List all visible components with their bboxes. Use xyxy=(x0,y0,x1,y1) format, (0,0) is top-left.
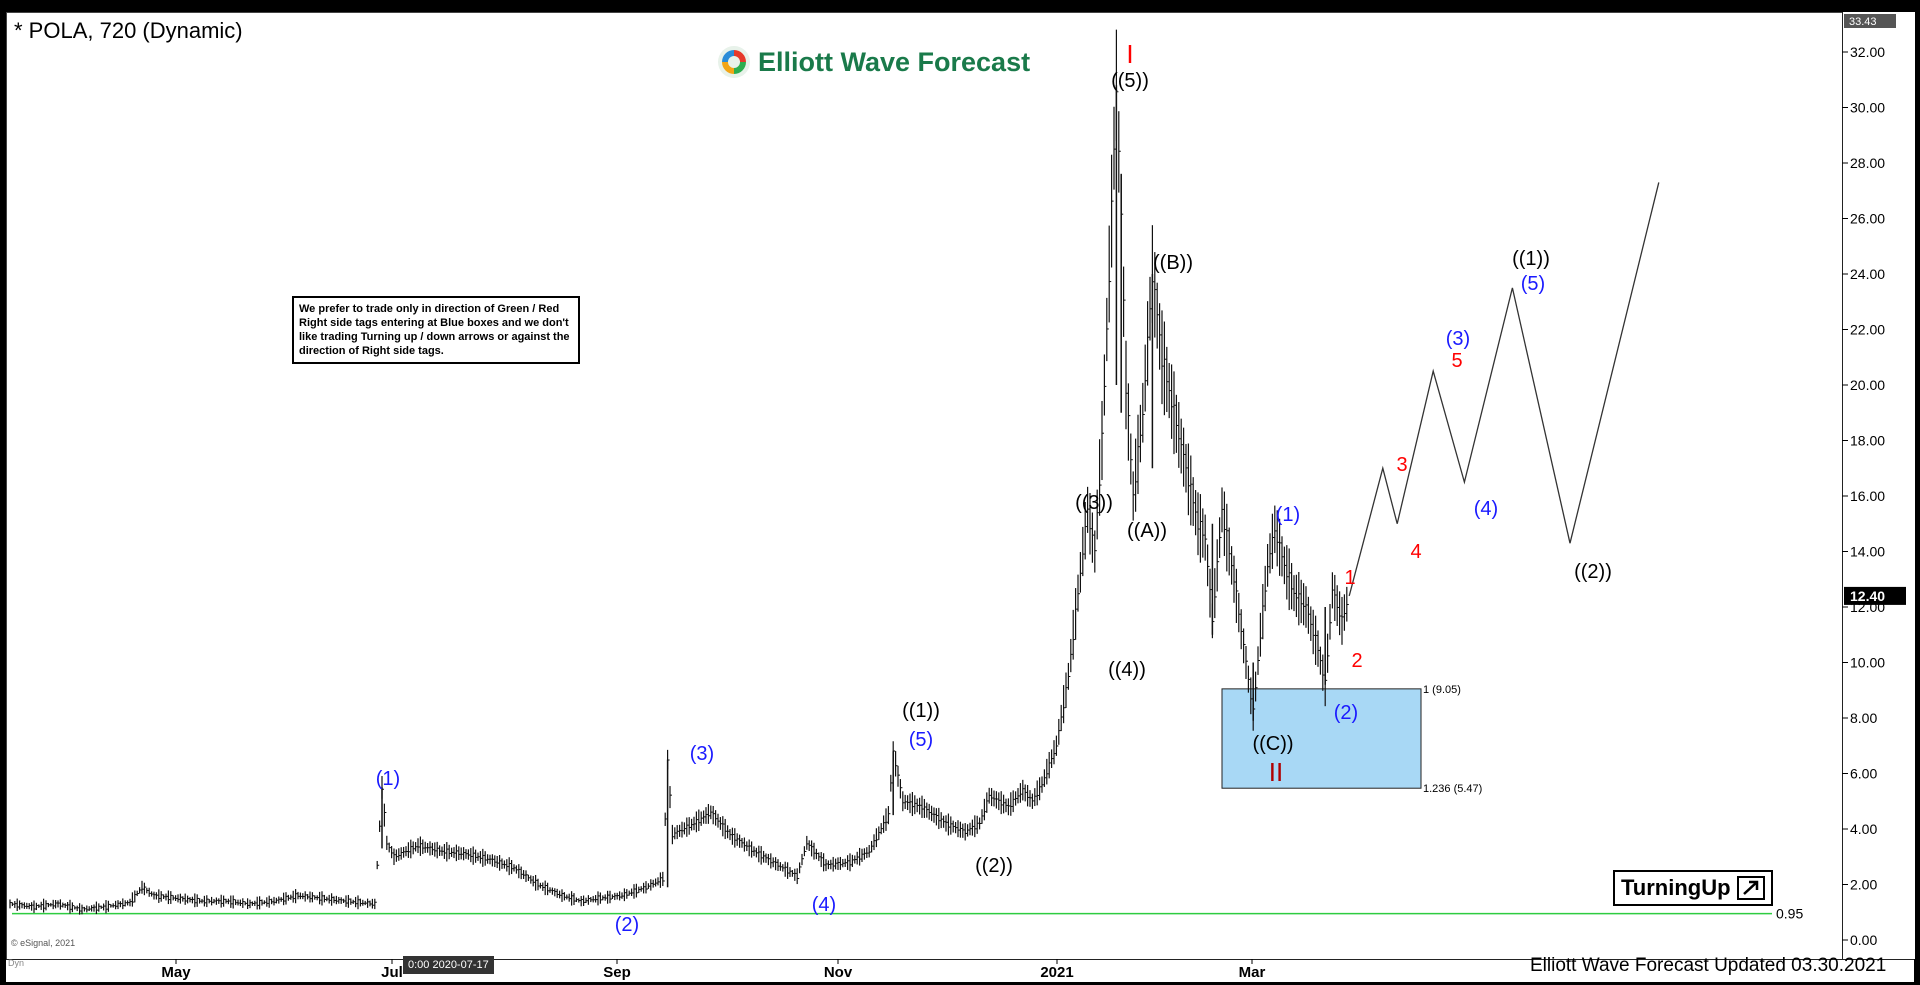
wave-label: ((A)) xyxy=(1127,520,1167,542)
wave-label: 4 xyxy=(1410,541,1421,563)
logo-icon xyxy=(718,46,750,78)
y-tick-label: 10.00 xyxy=(1850,655,1885,671)
wave-label: (2) xyxy=(1334,702,1358,724)
dyn-label[interactable]: Dyn xyxy=(8,958,25,968)
y-tick-label: 0.00 xyxy=(1850,932,1877,948)
last-price-tag: 12.40 xyxy=(1850,588,1885,604)
wave-label: (4) xyxy=(1474,498,1498,520)
wave-label: ((B)) xyxy=(1153,252,1193,274)
price-axis[interactable] xyxy=(1842,12,1915,959)
wave-label: II xyxy=(1269,757,1283,787)
wave-label: ((1)) xyxy=(902,700,940,722)
y-tick-label: 26.00 xyxy=(1850,211,1885,227)
x-tick-label: Sep xyxy=(603,964,631,981)
support-label: 0.95 xyxy=(1776,906,1803,922)
y-tick-label: 16.00 xyxy=(1850,488,1885,504)
blue-box-zone xyxy=(1221,688,1422,789)
arrow-up-right-icon xyxy=(1736,876,1765,900)
y-tick-label: 22.00 xyxy=(1850,322,1885,338)
y-tick-label: 8.00 xyxy=(1850,710,1877,726)
wave-label: (2) xyxy=(615,914,639,936)
x-tick-label: May xyxy=(161,964,191,981)
top-price-tag-bg xyxy=(1844,14,1896,28)
x-tick-label: Jul xyxy=(381,964,403,981)
wave-label: ((2)) xyxy=(1574,561,1612,583)
wave-label: ((3)) xyxy=(1075,492,1113,514)
y-tick-label: 30.00 xyxy=(1850,100,1885,116)
y-tick-label: 20.00 xyxy=(1850,377,1885,393)
wave-label: ((4)) xyxy=(1108,659,1146,681)
wave-label: (1) xyxy=(1276,504,1300,526)
wave-label: 2 xyxy=(1351,650,1362,672)
turning-up-label: TurningUp xyxy=(1621,875,1731,900)
wave-label: 3 xyxy=(1396,454,1407,476)
x-tick-label: Nov xyxy=(824,964,853,981)
y-tick-label: 4.00 xyxy=(1850,821,1877,837)
x-tick-label: Mar xyxy=(1239,964,1266,981)
wave-label: (5) xyxy=(909,729,933,751)
blue-box-upper-label: 1 (9.05) xyxy=(1423,684,1461,696)
y-tick-label: 32.00 xyxy=(1850,44,1885,60)
wave-label: ((5)) xyxy=(1111,70,1149,92)
brand-name: Elliott Wave Forecast xyxy=(758,46,1031,77)
y-tick-label: 14.00 xyxy=(1850,544,1885,560)
wave-label: (3) xyxy=(690,743,714,765)
wave-label: 5 xyxy=(1451,350,1462,372)
wave-label: (5) xyxy=(1521,273,1545,295)
wave-label: ((C)) xyxy=(1252,733,1293,755)
y-tick-label: 24.00 xyxy=(1850,266,1885,282)
wave-label: (3) xyxy=(1446,328,1470,350)
turning-up-badge: TurningUp xyxy=(1613,870,1773,906)
chart-title: * POLA, 720 (Dynamic) xyxy=(14,18,243,43)
wave-label: I xyxy=(1126,39,1133,69)
wave-label: ((2)) xyxy=(975,855,1013,877)
update-footer: Elliott Wave Forecast Updated 03.30.2021 xyxy=(1530,955,1887,976)
last-price-tag-bg xyxy=(1844,586,1906,605)
trading-note: We prefer to trade only in direction of … xyxy=(292,296,580,364)
y-tick-label: 2.00 xyxy=(1850,877,1877,893)
projection-path xyxy=(1348,182,1660,597)
wave-label: 1 xyxy=(1344,567,1355,589)
brand-logo: Elliott Wave Forecast xyxy=(716,44,1030,80)
y-tick-label: 18.00 xyxy=(1850,433,1885,449)
crosshair-date-tip: 0:00 2020-07-17 xyxy=(403,956,494,974)
top-price-tag: 33.43 xyxy=(1849,16,1877,28)
blue-box-lower-label: 1.236 (5.47) xyxy=(1423,783,1482,795)
wave-label: ((1)) xyxy=(1512,248,1550,270)
y-tick-label: 6.00 xyxy=(1850,766,1877,782)
wave-label: (4) xyxy=(812,894,836,916)
wave-label: (1) xyxy=(376,768,400,790)
y-tick-label: 28.00 xyxy=(1850,155,1885,171)
x-tick-label: 2021 xyxy=(1040,964,1073,981)
copyright-text: © eSignal, 2021 xyxy=(11,938,76,948)
